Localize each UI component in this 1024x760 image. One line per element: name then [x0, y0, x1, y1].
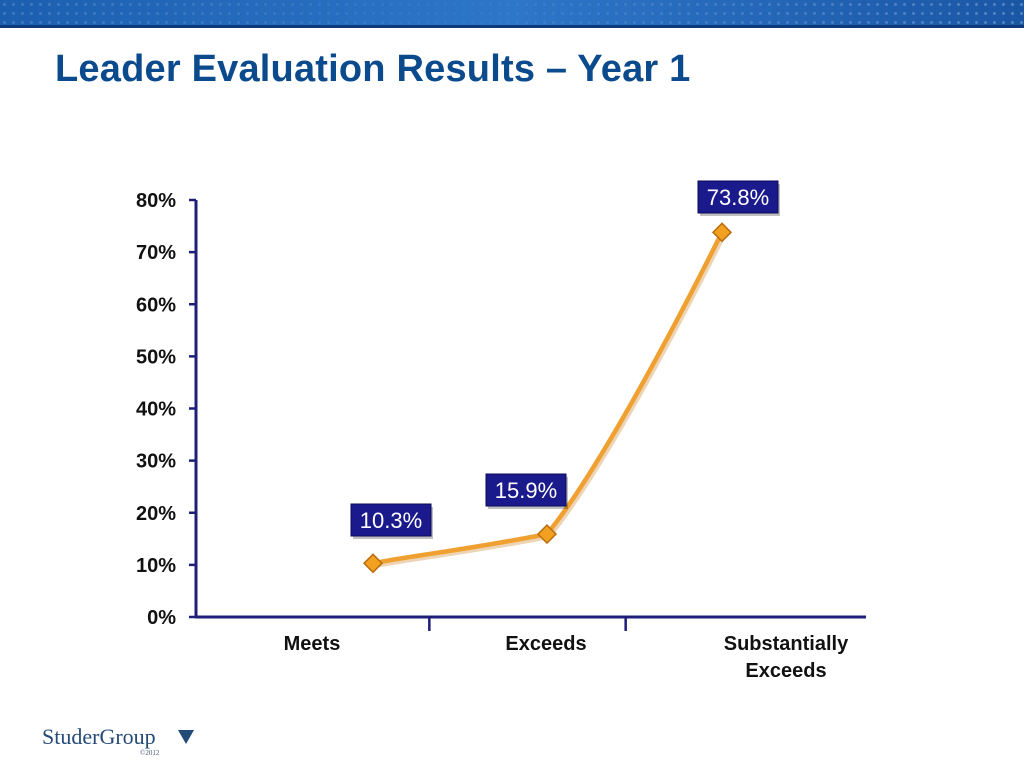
data-label-box: [485, 473, 567, 507]
top-banner: [0, 0, 1024, 28]
data-label: 15.9%: [495, 478, 557, 503]
series-line: [370, 230, 725, 566]
y-tick-label: 80%: [136, 190, 176, 212]
logo-triangle-icon: [178, 730, 194, 744]
y-tick-label: 40%: [136, 399, 176, 421]
studer-group-logo: StuderGroup ©2012: [42, 724, 202, 760]
slide-title: Leader Evaluation Results – Year 1: [55, 48, 691, 90]
logo-text: StuderGroup: [42, 724, 156, 749]
logo-copyright: ©2012: [140, 749, 160, 757]
data-label: 10.3%: [360, 508, 422, 533]
data-label: 73.8%: [707, 185, 769, 210]
x-tick-label: Substantially: [724, 633, 849, 655]
y-tick-label: 0%: [147, 607, 176, 629]
x-tick-label: Meets: [284, 633, 341, 655]
banner-dot-pattern: [0, 0, 1024, 28]
y-tick-label: 50%: [136, 346, 176, 368]
data-label-box: [697, 180, 779, 214]
data-label-box: [350, 503, 432, 537]
y-tick-label: 30%: [136, 451, 176, 473]
data-point-marker: [711, 222, 733, 243]
y-tick-label: 10%: [136, 555, 176, 577]
y-tick-label: 60%: [136, 294, 176, 316]
y-tick-label: 70%: [136, 242, 176, 264]
data-point-marker: [536, 524, 558, 545]
x-tick-label: Exceeds: [745, 660, 826, 682]
banner-underline: [0, 25, 1024, 28]
y-tick-label: 20%: [136, 503, 176, 525]
data-point-marker: [362, 553, 384, 574]
x-tick-label: Exceeds: [505, 633, 586, 655]
